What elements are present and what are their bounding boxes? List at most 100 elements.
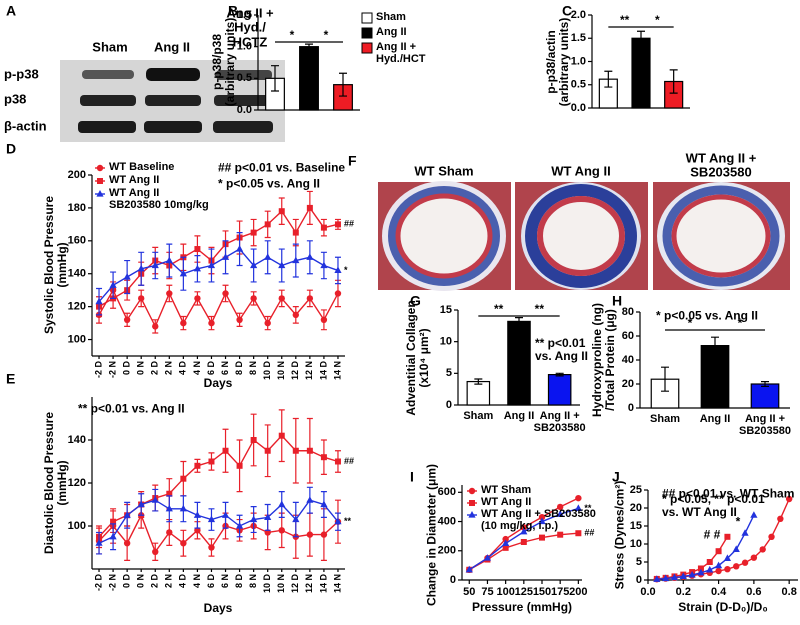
marker <box>741 529 749 536</box>
marker <box>557 531 564 538</box>
marker <box>151 496 159 503</box>
marker <box>334 458 341 465</box>
marker <box>502 544 509 551</box>
y-tick-label: 0 <box>628 402 634 414</box>
histology-title: WT Ang II <box>551 163 610 178</box>
marker <box>575 494 582 502</box>
marker <box>278 500 286 508</box>
marker <box>777 515 784 522</box>
legend-marker <box>468 487 476 495</box>
marker <box>235 245 244 252</box>
y-tick-label: 0 <box>446 399 452 411</box>
marker <box>222 447 229 454</box>
x-axis-label: Days <box>204 601 233 615</box>
marker <box>123 316 131 323</box>
marker <box>250 261 258 269</box>
legend-label: WT Ang II SB203580 10mg/kg <box>109 187 209 212</box>
x-tick-label: 175 <box>551 586 569 598</box>
y-axis-label: Diastolic Blood Pressure (mmHg) <box>41 411 69 555</box>
annotation: * p<0.05, ** p<0.01 vs. WT Ang II <box>662 492 765 520</box>
x-tick-label: 50 <box>463 586 475 598</box>
x-tick-label: 10 N <box>276 361 286 380</box>
marker <box>679 572 687 579</box>
blot-row-label: p-p38 <box>4 66 39 81</box>
annotation: ## p<0.01 vs. Baseline <box>218 160 346 175</box>
panel-letter: J <box>612 469 620 485</box>
marker <box>292 229 299 236</box>
y-tick-label: 200 <box>438 545 456 557</box>
significance-label: ** <box>494 302 504 316</box>
marker <box>502 535 509 543</box>
y-tick-label: 15 <box>440 304 452 316</box>
marker <box>278 432 285 439</box>
error-bar <box>555 372 564 377</box>
blot-column-label: Ang II <box>154 39 190 54</box>
marker <box>123 273 131 280</box>
x-tick-label: 0 D <box>122 574 132 589</box>
marker <box>724 566 731 573</box>
marker <box>520 539 527 545</box>
x-tick-label: Sham <box>463 410 494 422</box>
panel-letter: F <box>348 153 357 169</box>
x-tick-label: 6 N <box>220 361 230 375</box>
x-tick-label: 8 N <box>248 361 258 375</box>
marker <box>292 256 300 264</box>
marker <box>264 319 271 327</box>
marker <box>250 295 257 302</box>
marker <box>306 531 314 538</box>
marker <box>306 447 313 454</box>
marker <box>180 540 187 547</box>
marker <box>194 295 201 302</box>
x-tick-label: 0.4 <box>711 586 727 598</box>
blot-column-label: Ang II + Hyd./ HCTZ <box>226 5 274 50</box>
marker <box>538 513 546 521</box>
y-tick-label: 20 <box>622 378 634 390</box>
x-tick-label: 4 D <box>178 361 188 376</box>
x-tick-label: -2 D <box>93 574 103 592</box>
x-tick-label: 14 D <box>318 574 328 594</box>
y-tick-label: 120 <box>68 477 86 489</box>
x-tick-label: 2 D <box>150 361 160 376</box>
blot-row-label: p38 <box>4 91 26 106</box>
end-label: ## <box>584 528 594 538</box>
panel-letter: D <box>6 141 16 157</box>
marker <box>306 295 314 302</box>
marker <box>137 264 145 272</box>
x-tick-label: 75 <box>481 586 493 598</box>
y-tick-label: 1.0 <box>571 55 586 67</box>
marker <box>292 515 300 523</box>
legend-label: Ang II + Hyd./HCT <box>376 41 426 66</box>
error-bar <box>761 381 769 387</box>
y-axis-label: Adventitial Collagen (x10⁴ μm²) <box>403 300 431 416</box>
panel-letter: E <box>6 371 15 387</box>
y-tick-label: 140 <box>68 434 86 446</box>
legend-label: Ang II <box>376 26 407 38</box>
marker <box>741 559 749 566</box>
legend-swatch <box>361 27 373 39</box>
significance-label: * <box>688 316 693 330</box>
x-tick-label: -2 N <box>107 574 117 591</box>
y-tick-label: 5 <box>446 367 452 379</box>
marker <box>662 574 670 582</box>
error-bar <box>339 72 347 97</box>
marker <box>179 269 187 277</box>
marker <box>575 530 582 537</box>
blot-row-label: β-actin <box>4 118 47 133</box>
legend-label: WT Sham <box>481 484 532 496</box>
marker <box>750 511 758 518</box>
y-tick-label: 40 <box>622 354 634 366</box>
y-tick-label: 180 <box>68 202 86 214</box>
marker <box>278 527 285 534</box>
error-bar <box>271 65 279 92</box>
marker <box>165 504 173 512</box>
marker <box>137 500 145 508</box>
error-bar <box>515 317 523 326</box>
marker <box>152 323 159 330</box>
panel-letter: C <box>562 3 572 19</box>
marker <box>574 504 582 511</box>
y-tick-label: 0.5 <box>237 72 252 84</box>
legend-marker <box>469 500 475 506</box>
x-tick-label: -2 D <box>93 361 103 379</box>
marker <box>723 554 732 561</box>
marker <box>502 539 510 547</box>
